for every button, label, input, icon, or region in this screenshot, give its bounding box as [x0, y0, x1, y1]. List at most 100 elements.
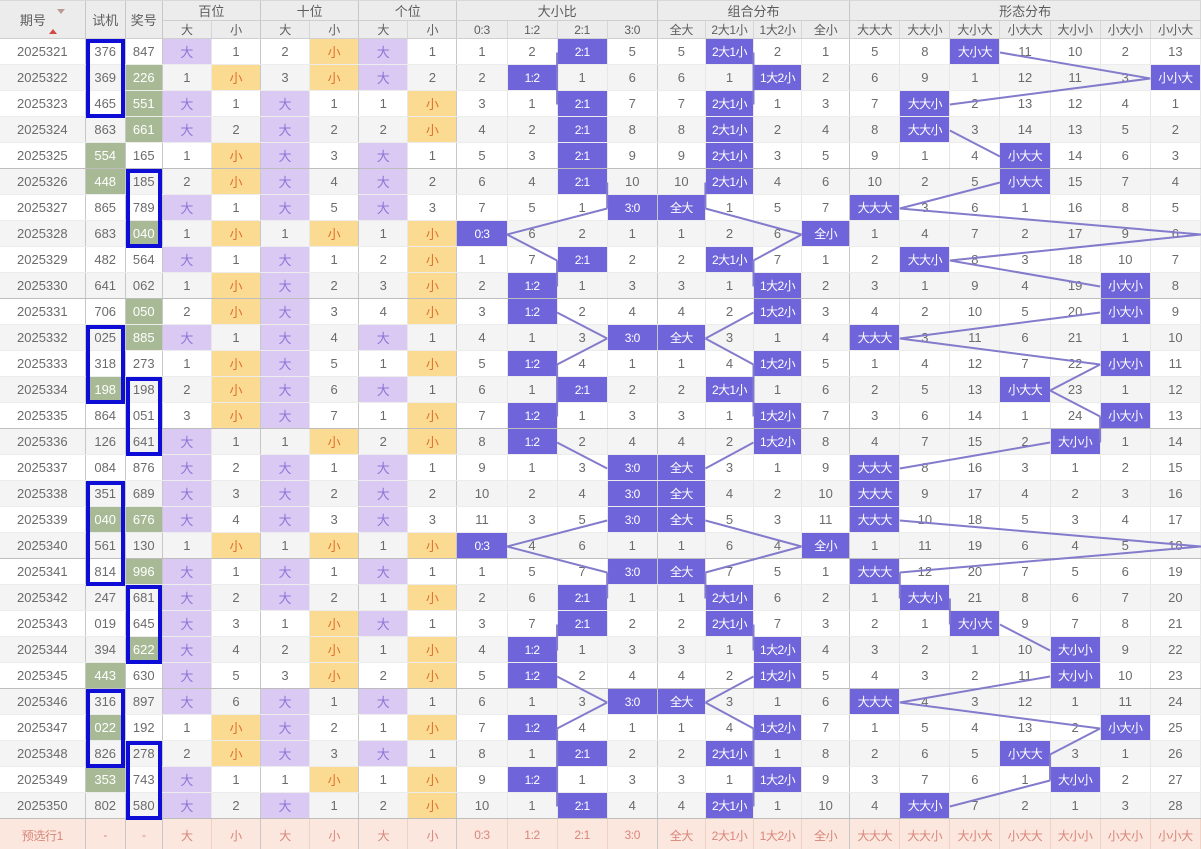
hundreds-da-cell: 大 [162, 428, 212, 455]
tens-xiao-cell: 7 [309, 402, 360, 429]
table-row: 2025331 706 050 2 小大 3 4 小 3 1:2 2 4 4 2 1大2小 3 4 2 10 5 20 小… [0, 298, 1201, 325]
hundreds-da-cell: 1 [162, 272, 212, 299]
combo-cell: 4 [657, 298, 706, 325]
hundreds-da-cell: 大 [162, 324, 212, 351]
period-cell: 2025346 [0, 688, 86, 715]
shape-cell: 4 [899, 220, 951, 247]
ratio-cell: 8 [456, 428, 508, 455]
subheader-shape-ssb: 小小大 [1150, 20, 1201, 39]
shape-cell: 3 [999, 454, 1051, 481]
tens-da-cell: 大 [260, 714, 311, 741]
preselect-shape-bsb[interactable]: 大小大 [949, 818, 1001, 849]
preselect-shape-sbs[interactable]: 小大小 [1100, 818, 1151, 849]
combo-cell: 1 [657, 714, 706, 741]
preselect-combo-all-small[interactable]: 全小 [801, 818, 851, 849]
preselect-combo-1big2small[interactable]: 1大2小 [753, 818, 803, 849]
preselect-ratio-2-1[interactable]: 2:1 [557, 818, 608, 849]
preselect-shape-bbs[interactable]: 大大小 [899, 818, 951, 849]
shape-cell: 3 [1150, 142, 1201, 169]
jiang-cell: 622 [125, 636, 163, 663]
preselect-shape-sbb[interactable]: 小大大 [999, 818, 1051, 849]
shiji-cell: 482 [85, 246, 126, 273]
tens-xiao-cell: 小 [309, 428, 360, 455]
subheader-tens-da: 大 [260, 20, 311, 39]
preselect-tens-da[interactable]: 大 [260, 818, 311, 849]
shape-cell: 10 [899, 506, 951, 533]
combo-cell: 6 [801, 376, 851, 403]
ratio-cell: 4 [557, 350, 608, 377]
shape-cell: 21 [1050, 324, 1101, 351]
hundreds-xiao-cell: 小 [211, 168, 262, 195]
shape-cell: 4 [899, 688, 951, 715]
combo-cell: 8 [801, 740, 851, 767]
combo-cell: 3 [753, 142, 803, 169]
tens-da-cell: 大 [260, 506, 311, 533]
shape-cell: 24 [1050, 402, 1101, 429]
preselect-ratio-1-2[interactable]: 1:2 [507, 818, 558, 849]
shape-cell: 1 [1100, 376, 1151, 403]
preselect-ratio-0-3[interactable]: 0:3 [456, 818, 508, 849]
sort-icon[interactable] [48, 9, 65, 35]
preselect-units-xiao[interactable]: 小 [407, 818, 458, 849]
combo-cell: 1大2小 [753, 350, 803, 377]
preselect-units-da[interactable]: 大 [358, 818, 409, 849]
shape-cell: 5 [1100, 116, 1151, 143]
units-xiao-cell: 小 [407, 636, 458, 663]
units-da-cell: 1 [358, 90, 409, 117]
header-group-ratio: 大小比 [456, 1, 658, 21]
shape-cell: 13 [1150, 38, 1201, 65]
shape-cell: 6 [1050, 584, 1101, 611]
combo-cell: 全大 [657, 194, 706, 221]
shape-cell: 7 [999, 558, 1051, 585]
jiang-cell: 051 [125, 402, 163, 429]
hundreds-da-cell: 大 [162, 194, 212, 221]
units-xiao-cell: 1 [407, 740, 458, 767]
shape-cell: 2 [1050, 480, 1101, 507]
preselect-tens-xiao[interactable]: 小 [309, 818, 360, 849]
shape-cell: 小大大 [999, 376, 1051, 403]
preselect-combo-all-big[interactable]: 全大 [657, 818, 706, 849]
preselect-combo-2big1small[interactable]: 2大1小 [705, 818, 754, 849]
tens-xiao-cell: 小 [309, 636, 360, 663]
preselect-hundreds-xiao[interactable]: 小 [211, 818, 262, 849]
shape-cell: 1 [949, 64, 1001, 91]
ratio-cell: 3 [456, 90, 508, 117]
ratio-cell: 4 [456, 116, 508, 143]
units-xiao-cell: 小 [407, 272, 458, 299]
ratio-cell: 2 [607, 740, 658, 767]
units-da-cell: 大 [358, 506, 409, 533]
tens-xiao-cell: 小 [309, 610, 360, 637]
preselect-shape-bbb[interactable]: 大大大 [849, 818, 901, 849]
preselect-ratio-3-0[interactable]: 3:0 [607, 818, 658, 849]
combo-cell: 7 [753, 246, 803, 273]
combo-cell: 5 [705, 506, 754, 533]
header-period[interactable]: 期号 [0, 1, 86, 39]
combo-cell: 1 [801, 38, 851, 65]
shape-cell: 1 [849, 714, 901, 741]
hundreds-xiao-cell: 4 [211, 506, 262, 533]
preselect-shape-bss[interactable]: 大小小 [1050, 818, 1101, 849]
subheader-combo-1big2small: 1大2小 [753, 20, 803, 39]
period-cell: 2025345 [0, 662, 86, 689]
shape-cell: 6 [999, 532, 1051, 559]
shape-cell: 11 [949, 324, 1001, 351]
shape-cell: 大小小 [1050, 662, 1101, 689]
units-da-cell: 1 [358, 350, 409, 377]
preselect-hundreds-da[interactable]: 大 [162, 818, 212, 849]
shape-cell: 25 [1150, 714, 1201, 741]
subheader-combo-all-small: 全小 [801, 20, 851, 39]
hundreds-xiao-cell: 1 [211, 428, 262, 455]
preselect-shape-ssb[interactable]: 小小大 [1150, 818, 1201, 849]
units-xiao-cell: 1 [407, 324, 458, 351]
ratio-cell: 2 [456, 64, 508, 91]
ratio-cell: 1:2 [507, 272, 558, 299]
shape-cell: 2 [999, 220, 1051, 247]
tens-da-cell: 大 [260, 558, 311, 585]
shape-cell: 11 [999, 38, 1051, 65]
period-cell: 2025338 [0, 480, 86, 507]
shape-cell: 2 [1150, 116, 1201, 143]
shape-cell: 6 [899, 740, 951, 767]
jiang-cell: 645 [125, 610, 163, 637]
ratio-cell: 3:0 [607, 688, 658, 715]
units-xiao-cell: 小 [407, 428, 458, 455]
